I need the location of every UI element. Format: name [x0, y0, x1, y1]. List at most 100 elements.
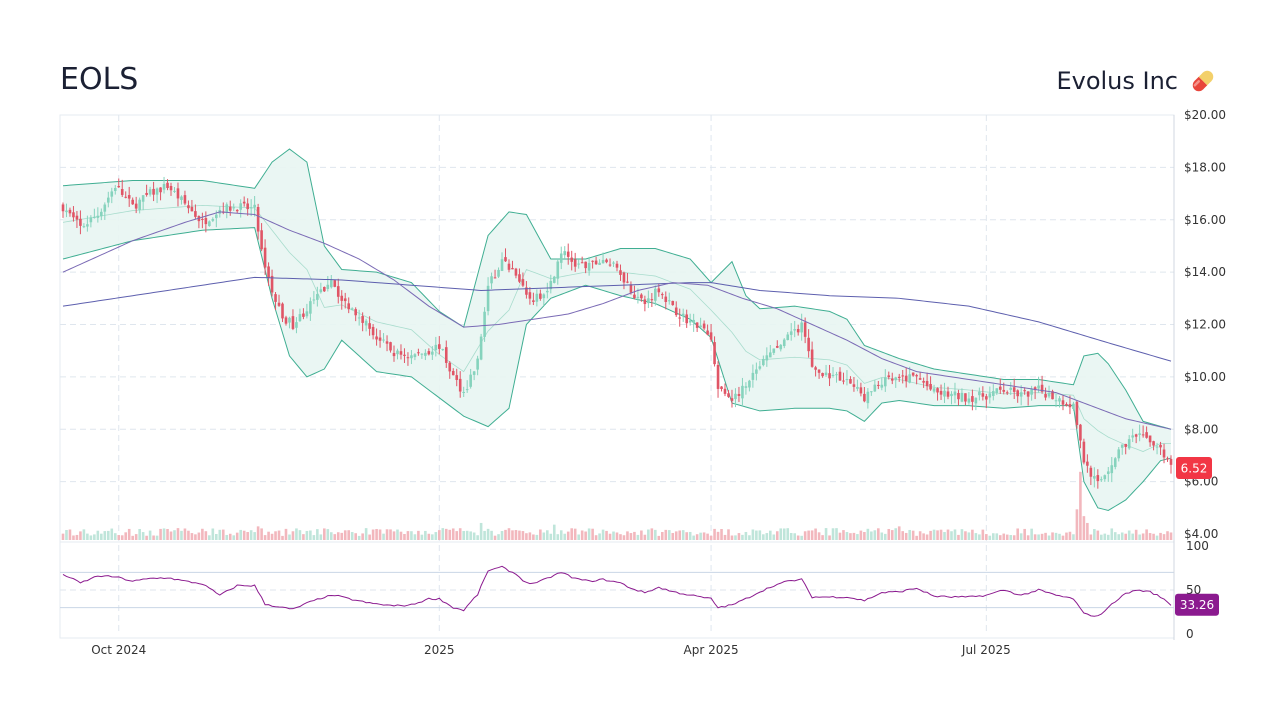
- candle-body: [814, 367, 817, 370]
- volume-bar: [444, 528, 448, 540]
- volume-bar: [1005, 534, 1009, 540]
- volume-bar: [859, 530, 863, 540]
- candle-body: [772, 348, 776, 353]
- candle-body: [1002, 389, 1006, 392]
- volume-bar: [235, 532, 239, 540]
- candle-body: [1131, 435, 1134, 438]
- volume-bar: [915, 535, 918, 540]
- volume-bar: [744, 531, 748, 540]
- candle-body: [1113, 458, 1117, 467]
- volume-bar: [546, 530, 549, 540]
- volume-bar: [828, 535, 831, 540]
- candle-body: [681, 313, 685, 317]
- candle-body: [319, 289, 323, 293]
- candle-body: [79, 218, 82, 226]
- volume-bar: [748, 535, 751, 540]
- candle-body: [835, 374, 838, 376]
- candle-body: [688, 320, 692, 323]
- volume-bar: [695, 534, 699, 540]
- candle-body: [399, 351, 403, 355]
- candle-body: [953, 391, 957, 396]
- bollinger-upper-line: [62, 148, 1172, 430]
- candle-body: [173, 190, 176, 192]
- candle-body: [873, 384, 877, 392]
- candle-body: [556, 261, 560, 279]
- candle-body: [187, 205, 190, 209]
- candle-body: [995, 388, 999, 393]
- volume-bar: [1113, 532, 1117, 540]
- volume-bar: [950, 531, 953, 540]
- volume-bar: [856, 534, 859, 540]
- volume-bar: [201, 528, 204, 540]
- candle-body: [75, 215, 79, 220]
- candle-body: [654, 288, 657, 301]
- candle-body: [288, 317, 291, 323]
- candle-body: [1124, 443, 1128, 447]
- candle-body: [803, 322, 807, 337]
- volume-bar: [591, 528, 594, 540]
- volume-bar: [929, 530, 932, 540]
- volume-bar: [622, 535, 626, 540]
- rsi-tick-label: 0: [1186, 627, 1194, 641]
- candle-body: [441, 349, 445, 351]
- candle-body: [127, 195, 131, 199]
- candle-body: [737, 394, 741, 396]
- volume-bar: [86, 533, 89, 540]
- candle-body: [406, 357, 410, 359]
- candle-body: [1082, 441, 1086, 463]
- volume-bar: [1155, 535, 1159, 540]
- volume-bar: [246, 532, 249, 540]
- volume-bar: [274, 531, 277, 540]
- candle-body: [932, 388, 936, 392]
- candle-body: [274, 294, 277, 302]
- candle-body: [796, 329, 800, 333]
- volume-bar: [1141, 533, 1145, 540]
- volume-bar: [225, 534, 229, 540]
- volume-bar: [329, 532, 333, 540]
- candle-body: [465, 389, 469, 391]
- candle-body: [1155, 446, 1159, 448]
- volume-bar: [288, 534, 291, 540]
- candle-body: [1106, 471, 1110, 474]
- volume-bar: [957, 534, 960, 540]
- volume-bar: [267, 531, 270, 540]
- candle-body: [309, 301, 312, 314]
- last-price-badge: [1176, 457, 1212, 480]
- candle-body: [744, 386, 748, 388]
- volume-bar: [511, 530, 514, 540]
- date-tick-label: Apr 2025: [684, 643, 739, 657]
- volume-bar: [208, 535, 211, 540]
- volume-bar: [953, 529, 957, 540]
- volume-bar: [187, 530, 190, 540]
- volume-bar: [821, 535, 824, 540]
- volume-bar: [782, 528, 786, 540]
- candlesticks: [61, 176, 1173, 489]
- volume-bar: [180, 530, 183, 540]
- volume-bar: [870, 531, 873, 540]
- candle-body: [615, 263, 619, 268]
- candle-body: [971, 396, 974, 402]
- candle-body: [758, 366, 762, 369]
- volume-bar: [532, 534, 535, 540]
- volume-bar: [883, 533, 887, 540]
- candle-body: [1061, 400, 1065, 405]
- candle-body: [751, 372, 755, 380]
- candle-body: [1044, 394, 1047, 398]
- candle-body: [208, 221, 211, 227]
- volume-bar: [566, 531, 570, 540]
- volume-bar: [270, 533, 274, 540]
- volume-bar: [650, 528, 654, 540]
- candle-body: [591, 260, 594, 262]
- volume-bar: [493, 535, 497, 540]
- candle-body: [1093, 476, 1096, 479]
- volume-bar: [845, 532, 849, 540]
- candle-body: [316, 294, 319, 300]
- candle-body: [587, 262, 591, 271]
- volume-bar: [215, 534, 218, 540]
- candle-body: [333, 280, 337, 287]
- volume-bar: [305, 530, 309, 540]
- volume-bar: [890, 530, 894, 540]
- candle-body: [96, 215, 100, 218]
- candle-body: [605, 259, 608, 263]
